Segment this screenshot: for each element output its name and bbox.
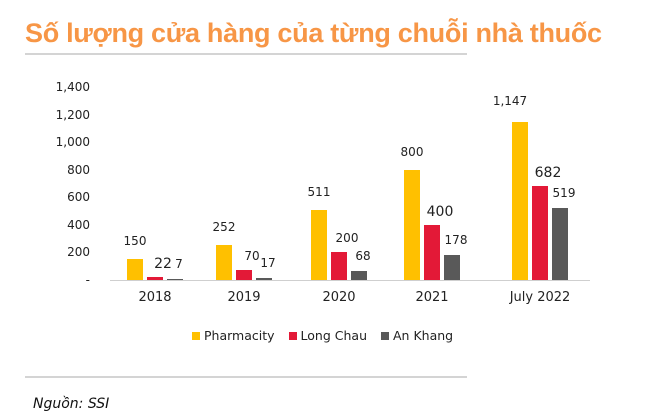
data-label: 400 [426,203,454,220]
x-axis-line [110,280,590,281]
bar-pharmacity [404,169,420,280]
source-note: Nguồn: SSI [33,396,110,412]
bar-long-chau [532,185,548,280]
y-tick-label: 1,200 [55,107,90,122]
data-label: 17 [260,255,276,270]
y-tick-label: 800 [67,162,90,177]
bar-chart: 1,400 1,200 1,000 800 600 400 200 - 2018 150 22 7 20… [55,80,590,305]
bar-an-khang [552,208,568,280]
long-chau-swatch-icon [288,331,297,340]
legend-label: Pharmacity [204,328,275,343]
y-tick-label: - [85,273,90,287]
data-label: 7 [175,256,183,271]
data-label: 800 [400,144,424,159]
bar-an-khang [256,277,272,280]
chart-title: Số lượng cửa hàng của từng chuỗi nhà thu… [25,18,602,48]
bar-long-chau [331,252,347,280]
x-tick-label: 2019 [227,290,261,305]
bar-pharmacity [216,245,232,280]
legend-item-long-chau: Long Chau [288,328,367,343]
bar-an-khang [444,255,460,280]
data-label: 682 [534,164,562,181]
data-label: 22 [154,255,172,272]
data-label: 511 [307,184,331,199]
x-tick-label: 2020 [322,290,356,305]
data-label: 200 [335,231,359,246]
pharmacity-swatch-icon [192,331,200,340]
legend-label: Long Chau [300,328,367,343]
data-label: 252 [212,220,236,235]
legend: Pharmacity Long Chau An Khang [192,328,453,343]
y-tick-label: 600 [67,190,90,205]
bar-pharmacity [127,259,143,280]
data-label: 1,147 [492,93,528,108]
footer-divider [25,376,467,378]
bar-long-chau [147,276,163,280]
legend-item-pharmacity: Pharmacity [192,328,275,343]
y-tick-label: 200 [67,245,90,260]
bar-an-khang [167,278,183,280]
bar-long-chau [424,224,440,280]
bar-long-chau [236,270,252,280]
data-label: 519 [552,186,576,201]
y-tick-label: 400 [67,217,90,232]
y-tick-label: 1,000 [55,135,90,150]
an-khang-swatch-icon [381,331,389,340]
legend-item-an-khang: An Khang [381,328,453,343]
data-label: 178 [444,233,468,248]
title-divider [25,53,467,55]
x-tick-label: 2021 [415,290,449,305]
y-tick-label: 1,400 [55,80,90,94]
x-tick-label: July 2022 [509,290,571,305]
bar-an-khang [351,270,367,280]
x-tick-label: 2018 [138,290,172,305]
data-label: 150 [123,234,147,249]
bar-pharmacity [512,121,528,280]
data-label: 70 [244,249,260,264]
data-label: 68 [355,248,371,263]
bar-pharmacity [311,209,327,280]
legend-label: An Khang [393,328,454,343]
